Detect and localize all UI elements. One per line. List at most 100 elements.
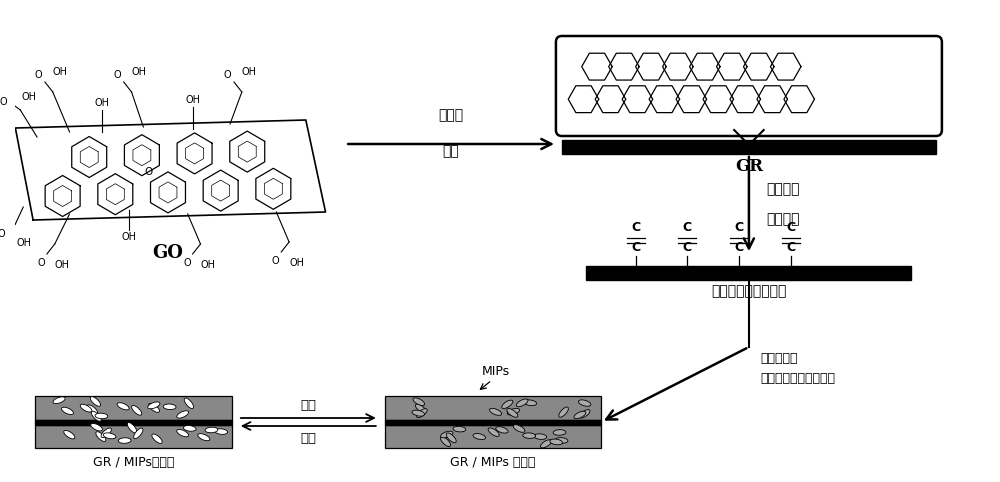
Text: OH: OH xyxy=(21,92,36,102)
Ellipse shape xyxy=(101,428,111,438)
Text: 水合肼: 水合肼 xyxy=(438,108,463,122)
Ellipse shape xyxy=(132,405,142,415)
Text: 乙烯基功能化石墨烯: 乙烯基功能化石墨烯 xyxy=(711,284,787,298)
Ellipse shape xyxy=(149,403,159,412)
Ellipse shape xyxy=(441,431,453,438)
Bar xyxy=(35,419,232,425)
Text: C: C xyxy=(735,241,744,254)
Ellipse shape xyxy=(184,398,193,409)
Text: OH: OH xyxy=(200,260,215,270)
Ellipse shape xyxy=(127,423,137,433)
Text: O: O xyxy=(183,258,191,268)
Ellipse shape xyxy=(490,408,502,415)
Text: OH: OH xyxy=(132,67,147,77)
Ellipse shape xyxy=(540,440,552,448)
Ellipse shape xyxy=(574,411,586,419)
Ellipse shape xyxy=(412,410,425,416)
Ellipse shape xyxy=(446,433,456,443)
Ellipse shape xyxy=(488,428,499,436)
Text: OH: OH xyxy=(55,260,70,270)
Ellipse shape xyxy=(134,428,143,439)
Text: O: O xyxy=(0,229,6,239)
Text: 香化合物: 香化合物 xyxy=(767,212,800,226)
FancyBboxPatch shape xyxy=(556,36,942,136)
Text: 结合: 结合 xyxy=(300,399,316,412)
Ellipse shape xyxy=(516,399,528,407)
Ellipse shape xyxy=(502,400,513,409)
Ellipse shape xyxy=(152,434,162,443)
Text: GR: GR xyxy=(735,158,763,175)
Text: O: O xyxy=(0,97,7,107)
Text: C: C xyxy=(787,241,796,254)
Ellipse shape xyxy=(205,427,218,433)
Bar xyxy=(385,419,601,425)
Text: O: O xyxy=(144,167,152,177)
Text: GO: GO xyxy=(153,244,183,262)
Ellipse shape xyxy=(553,430,566,435)
Ellipse shape xyxy=(579,410,590,418)
Ellipse shape xyxy=(64,430,75,439)
Text: OH: OH xyxy=(121,232,136,242)
Bar xyxy=(35,425,232,448)
Ellipse shape xyxy=(524,400,537,406)
Ellipse shape xyxy=(96,432,106,442)
Ellipse shape xyxy=(513,425,525,432)
Text: 加热: 加热 xyxy=(442,144,459,158)
Ellipse shape xyxy=(177,429,189,437)
Ellipse shape xyxy=(534,434,547,440)
Ellipse shape xyxy=(148,402,160,409)
Bar xyxy=(586,266,911,280)
Text: C: C xyxy=(631,241,640,254)
Ellipse shape xyxy=(550,439,563,445)
Ellipse shape xyxy=(215,429,228,434)
Ellipse shape xyxy=(91,411,101,421)
Ellipse shape xyxy=(80,404,92,412)
Ellipse shape xyxy=(507,408,520,415)
Text: MIPs: MIPs xyxy=(482,365,510,378)
Ellipse shape xyxy=(578,400,591,406)
Text: OH: OH xyxy=(242,67,257,77)
Ellipse shape xyxy=(90,397,101,406)
Ellipse shape xyxy=(91,424,103,431)
Ellipse shape xyxy=(440,437,451,446)
Text: OH: OH xyxy=(53,67,68,77)
Text: C: C xyxy=(735,221,744,234)
Ellipse shape xyxy=(453,426,466,432)
Text: O: O xyxy=(272,256,279,266)
Ellipse shape xyxy=(163,404,176,410)
Text: GR / MIPs 洗脱前: GR / MIPs 洗脱前 xyxy=(450,456,536,469)
Ellipse shape xyxy=(53,397,65,403)
Ellipse shape xyxy=(507,409,518,417)
Ellipse shape xyxy=(177,411,189,418)
Ellipse shape xyxy=(555,438,568,443)
Text: C: C xyxy=(682,241,691,254)
Text: OH: OH xyxy=(185,95,200,105)
Bar xyxy=(35,396,232,419)
Ellipse shape xyxy=(416,409,427,417)
Ellipse shape xyxy=(523,433,536,439)
Bar xyxy=(385,396,601,419)
Ellipse shape xyxy=(473,433,486,440)
Text: O: O xyxy=(37,258,45,268)
Ellipse shape xyxy=(95,413,108,419)
Text: C: C xyxy=(787,221,796,234)
Ellipse shape xyxy=(198,434,210,441)
Text: OH: OH xyxy=(16,238,31,248)
Ellipse shape xyxy=(87,405,98,414)
Ellipse shape xyxy=(559,407,568,417)
Ellipse shape xyxy=(413,398,425,405)
Text: 洗脱: 洗脱 xyxy=(300,432,316,445)
Ellipse shape xyxy=(496,427,508,433)
Bar xyxy=(385,425,601,448)
Ellipse shape xyxy=(103,433,116,439)
Text: 乙烯基芳: 乙烯基芳 xyxy=(767,182,800,196)
Ellipse shape xyxy=(117,403,129,410)
Text: OH: OH xyxy=(289,258,304,268)
Text: GR / MIPs洗脱后: GR / MIPs洗脱后 xyxy=(93,456,174,469)
Text: OH: OH xyxy=(95,98,110,108)
Text: 模板分子、: 模板分子、 xyxy=(761,352,798,365)
Ellipse shape xyxy=(118,438,131,443)
Ellipse shape xyxy=(415,404,426,413)
Text: O: O xyxy=(34,70,42,80)
Ellipse shape xyxy=(62,407,73,415)
